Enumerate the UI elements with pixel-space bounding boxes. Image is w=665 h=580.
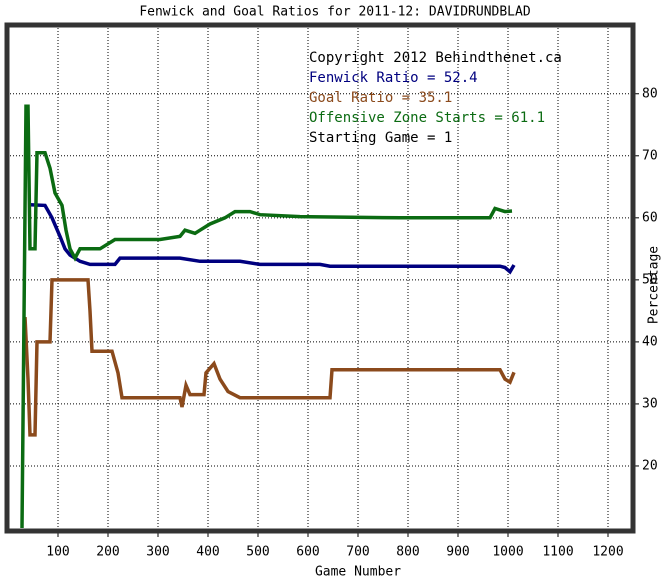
x-tick-label: 1100 [542, 545, 573, 560]
annotation: Copyright 2012 Behindthenet.ca [309, 50, 562, 66]
x-tick-label: 600 [296, 545, 319, 560]
y-tick-label: 30 [642, 396, 658, 411]
x-tick-label: 700 [346, 545, 369, 560]
y-tick-label: 50 [642, 272, 658, 287]
y-axis-label: Percentage [647, 246, 662, 324]
x-axis-label: Game Number [315, 565, 401, 580]
x-tick-label: 400 [196, 545, 219, 560]
x-tick-label: 100 [46, 545, 69, 560]
y-tick-label: 70 [642, 148, 658, 163]
annotation: Fenwick Ratio = 52.4 [309, 70, 478, 86]
plot-background [10, 28, 630, 528]
data-line [23, 278, 516, 437]
x-tick-label: 800 [396, 545, 419, 560]
data-line [20, 104, 513, 529]
data-line [29, 203, 516, 275]
plot-frame [4, 22, 636, 534]
x-tick-label: 1200 [592, 545, 623, 560]
x-tick-label: 500 [246, 545, 269, 560]
x-tick-label: 300 [146, 545, 169, 560]
chart-title: Fenwick and Goal Ratios for 2011-12: DAV… [139, 5, 531, 20]
y-tick-label: 80 [642, 86, 658, 101]
x-tick-label: 200 [96, 545, 119, 560]
y-tick-label: 40 [642, 334, 658, 349]
annotation: Goal Ratio = 35.1 [309, 90, 452, 106]
x-tick-label: 1000 [492, 545, 523, 560]
x-tick-label: 900 [446, 545, 469, 560]
y-tick-label: 20 [642, 458, 658, 473]
annotation: Starting Game = 1 [309, 130, 452, 146]
y-tick-label: 60 [642, 210, 658, 225]
annotation: Offensive Zone Starts = 61.1 [309, 110, 545, 126]
